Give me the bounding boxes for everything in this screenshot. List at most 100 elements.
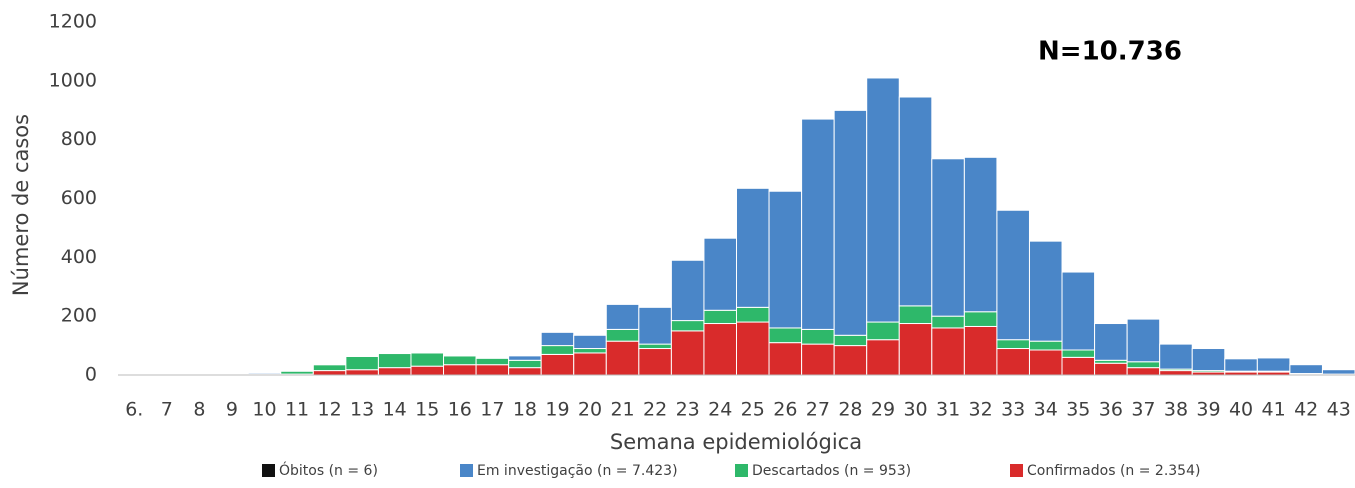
x-tick-label: 14 (383, 399, 407, 421)
bar-segment (996, 339, 1030, 350)
x-tick-label: 31 (936, 399, 960, 421)
bar-segment (377, 352, 412, 355)
bar-segment (736, 306, 770, 323)
x-tick-label: 30 (903, 399, 927, 421)
bar-segment (1094, 323, 1128, 361)
bar-segment (768, 190, 803, 329)
x-tick-label: 6. (125, 399, 143, 421)
bar-segment (1126, 361, 1161, 369)
bar-segment (1224, 358, 1258, 372)
bar-segment (1061, 349, 1096, 358)
bar-segment (833, 109, 868, 336)
x-tick-label: 26 (773, 399, 797, 421)
bar-segment (345, 355, 379, 357)
x-tick-label: 39 (1196, 399, 1220, 421)
x-tick-label: 21 (610, 399, 634, 421)
bar-segment (703, 309, 738, 325)
y-tick-label: 0 (85, 364, 97, 386)
y-tick-label: 200 (61, 305, 97, 327)
x-tick-label: 34 (1034, 399, 1058, 421)
x-tick-label: 36 (1099, 399, 1123, 421)
bar-segment (345, 355, 379, 371)
bar-segment (1126, 367, 1161, 376)
x-axis-label: Semana epidemiológica (610, 430, 862, 454)
y-axis-label: Número de casos (9, 114, 33, 296)
bar-segment (866, 76, 900, 79)
x-tick-label: 23 (676, 399, 700, 421)
bar-segment (540, 353, 575, 376)
bar-segment (703, 323, 738, 376)
bar-segment (866, 77, 900, 323)
x-tick-label: 42 (1294, 399, 1318, 421)
bar-segment (866, 339, 900, 376)
x-tick-label: 27 (806, 399, 830, 421)
legend-label: Óbitos (n = 6) (279, 461, 378, 479)
bar-segment (670, 330, 705, 376)
bar-segment (931, 315, 965, 329)
bar-segment (898, 305, 933, 325)
legend-label: Confirmados (n = 2.354) (1027, 463, 1200, 479)
legend-swatch (735, 464, 748, 477)
legend-label: Descartados (n = 953) (752, 463, 911, 479)
x-tick-label: 22 (643, 399, 667, 421)
x-tick-label: 28 (838, 399, 862, 421)
bar-segment (1028, 349, 1063, 376)
legend-label: Em investigação (n = 7.423) (477, 463, 678, 479)
y-tick-label: 1200 (49, 11, 97, 33)
x-tick-label: 38 (1164, 399, 1188, 421)
bar-segment (1094, 362, 1128, 376)
bar-segment (963, 311, 998, 327)
bar-segment (1321, 369, 1355, 375)
bar-segment (1028, 240, 1063, 342)
bar-segment (833, 109, 868, 111)
bar-segment (1191, 348, 1226, 372)
bar-segment (280, 370, 314, 372)
y-tick-label: 1000 (49, 69, 97, 91)
bar-segment (540, 345, 575, 355)
bar-segment (736, 187, 770, 308)
bar-segment (475, 364, 510, 376)
bar-segment (605, 328, 640, 342)
bar-segment (312, 370, 347, 376)
x-tick-label: 37 (1131, 399, 1155, 421)
bar-segment (1159, 370, 1193, 376)
bar-segment (1061, 356, 1096, 376)
x-tick-label: 15 (415, 399, 439, 421)
bar-segment (312, 364, 347, 372)
bar-segment (443, 364, 477, 376)
x-tick-label: 35 (1066, 399, 1090, 421)
bar-segment (475, 357, 510, 366)
x-tick-label: 20 (578, 399, 602, 421)
bar-segment (508, 355, 542, 361)
bar-segment (833, 334, 868, 347)
bar-segment (996, 209, 1030, 341)
bar-segment (963, 325, 998, 376)
x-tick-label: 43 (1327, 399, 1351, 421)
bar-segment (1028, 340, 1063, 351)
bar-segment (833, 345, 868, 376)
bar-segment (931, 327, 965, 376)
bar-segment (573, 348, 607, 354)
x-tick-label: 12 (317, 399, 341, 421)
bar-segment (898, 323, 933, 376)
x-tick-label: 18 (513, 399, 537, 421)
bar-segment (898, 96, 933, 307)
bar-segment (443, 355, 477, 366)
bar-segment (1289, 364, 1323, 375)
bar-segment (638, 348, 672, 376)
bar-segment (736, 321, 770, 376)
bar-segment (312, 363, 347, 366)
bar-segment (410, 352, 445, 367)
bar-segment (996, 348, 1030, 376)
bar-segment (410, 351, 445, 354)
x-tick-label: 11 (285, 399, 309, 421)
y-tick-label: 800 (61, 128, 97, 150)
x-tick-label: 33 (1001, 399, 1025, 421)
x-tick-label: 41 (1262, 399, 1286, 421)
x-tick-label: 40 (1229, 399, 1253, 421)
bar-segment (866, 321, 900, 341)
bar-segment (377, 353, 412, 369)
bar-segment (1126, 318, 1161, 363)
bar-segment (768, 342, 803, 376)
